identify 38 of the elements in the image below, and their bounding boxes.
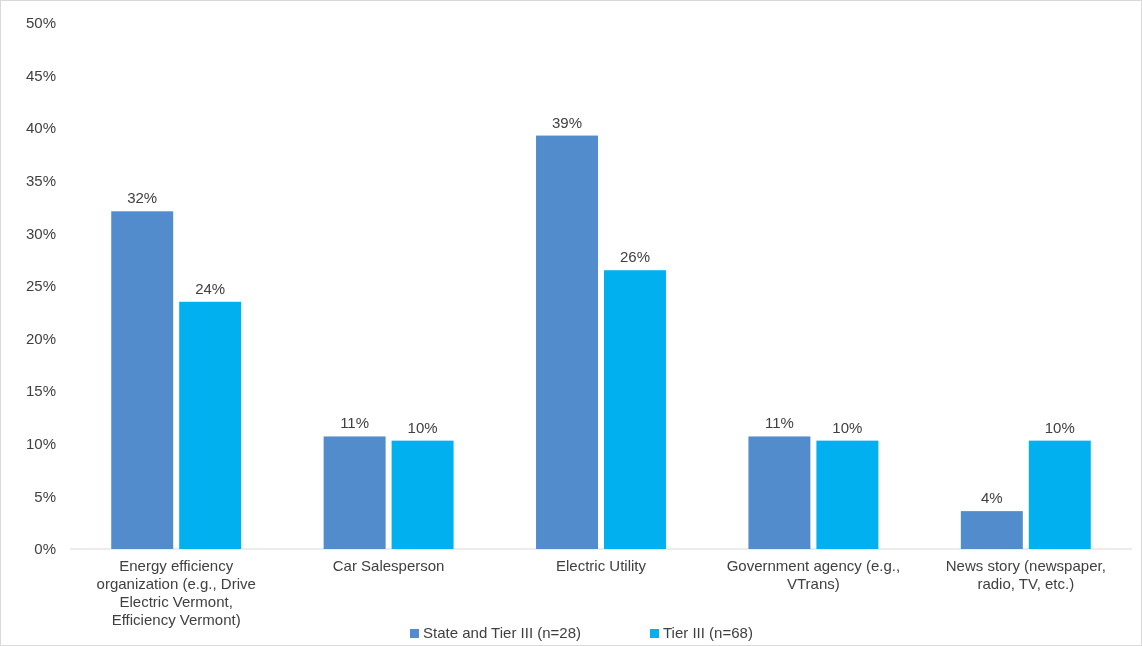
legend-label: Tier III (n=68): [663, 624, 753, 641]
y-tick-label: 40%: [25, 119, 56, 137]
bar: [111, 211, 174, 549]
x-tick-label: News story (newspaper, radio, TV, etc.): [945, 557, 1106, 592]
x-tick-label: Energy efficiency organization (e.g., Drive Electric Vermont, Efficiency Vermont): [96, 557, 256, 628]
data-label: 4%: [980, 489, 1003, 507]
bar: [1028, 440, 1091, 549]
y-tick-label: 50%: [25, 14, 56, 32]
y-tick-label: 30%: [25, 224, 56, 242]
y-tick-label: 35%: [25, 172, 56, 190]
data-label: 11%: [340, 414, 370, 432]
data-label: 11%: [764, 414, 794, 432]
bar: [748, 436, 811, 549]
y-tick-label: 25%: [25, 277, 56, 295]
data-label: 39%: [552, 113, 583, 131]
data-label: 24%: [195, 279, 226, 297]
data-label: 10%: [832, 418, 863, 436]
data-label: 32%: [127, 189, 158, 207]
data-label: 10%: [1044, 418, 1075, 436]
y-tick-label: 5%: [34, 487, 56, 505]
data-label: 26%: [619, 248, 650, 266]
y-tick-label: 20%: [25, 329, 56, 347]
bar: [960, 511, 1023, 549]
y-tick-label: 10%: [25, 435, 56, 453]
data-label: 10%: [407, 418, 438, 436]
bar: [391, 440, 454, 549]
bar: [323, 436, 386, 549]
y-tick-label: 0%: [34, 540, 56, 558]
x-tick-label: Car Salesperson: [332, 557, 445, 574]
bar: [536, 135, 598, 549]
y-tick-label: 15%: [25, 382, 56, 400]
x-tick-label: Government agency (e.g., VTrans): [726, 557, 901, 592]
legend-label: State and Tier III (n=28): [423, 624, 582, 641]
bar: [816, 440, 879, 549]
bar: [179, 301, 242, 549]
bar: [604, 270, 666, 549]
y-tick-label: 45%: [25, 66, 56, 84]
x-tick-label: Electric Utility: [555, 557, 647, 574]
